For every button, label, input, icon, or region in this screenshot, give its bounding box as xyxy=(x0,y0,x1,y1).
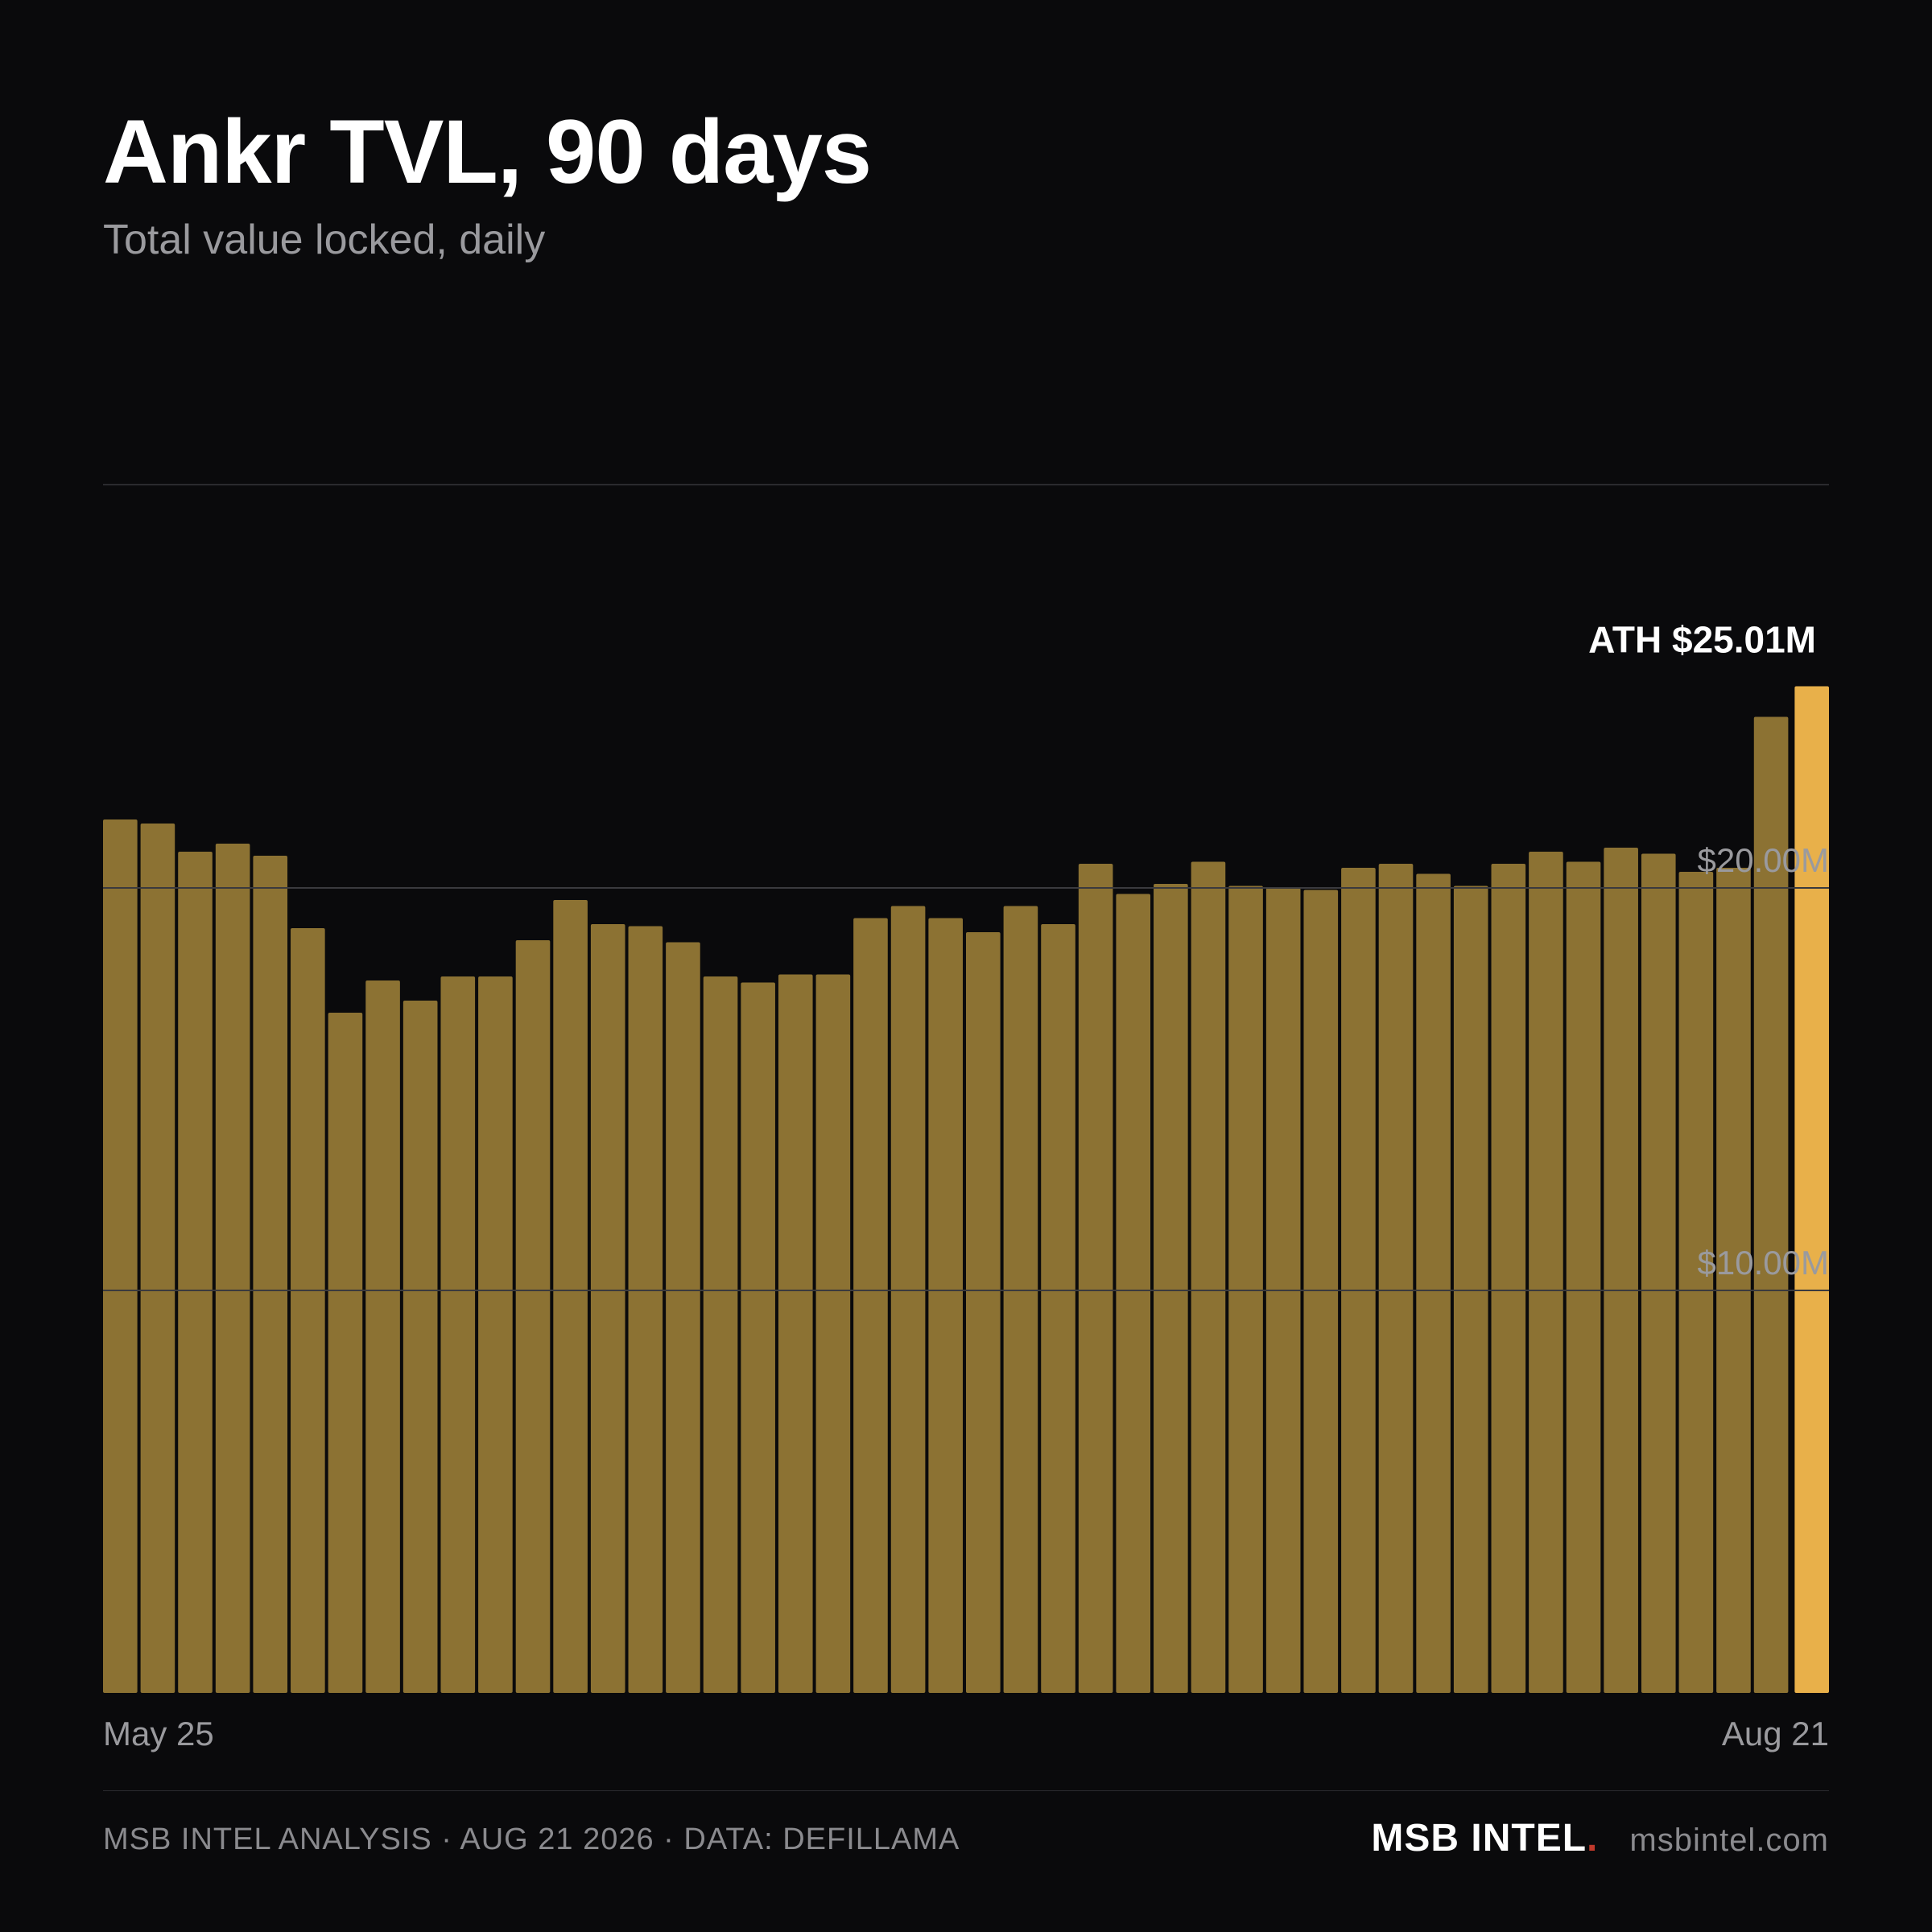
bar xyxy=(140,824,175,1693)
bar xyxy=(815,974,851,1693)
x-tick-label: May 25 xyxy=(103,1715,214,1752)
bar xyxy=(928,918,963,1693)
footer-divider xyxy=(103,1790,1829,1791)
bar xyxy=(402,1001,438,1693)
x-tick-label: Aug 21 xyxy=(1722,1715,1829,1752)
bar xyxy=(1303,890,1339,1693)
brand-dot: . xyxy=(1587,1817,1598,1860)
bar xyxy=(515,940,551,1693)
bar xyxy=(1116,894,1151,1693)
bar xyxy=(553,900,588,1693)
bar xyxy=(590,924,625,1693)
bar xyxy=(890,906,926,1693)
bar xyxy=(1604,848,1638,1693)
bar xyxy=(1678,872,1714,1693)
bar xyxy=(1378,864,1414,1693)
bar xyxy=(966,932,1001,1693)
bar xyxy=(328,1013,363,1693)
bar xyxy=(1228,886,1263,1693)
bar xyxy=(1191,861,1226,1693)
bar xyxy=(1416,873,1451,1693)
chart-subtitle: Total value locked, daily xyxy=(103,217,546,263)
brand-url[interactable]: msbintel.com xyxy=(1629,1823,1829,1858)
chart-title: Ankr TVL, 90 days xyxy=(103,101,872,202)
bar xyxy=(666,942,700,1693)
bar xyxy=(1529,852,1563,1693)
footer-brand: MSB INTEL . msbintel.com xyxy=(1371,1816,1829,1860)
y-tick-label: $20.00M xyxy=(1698,841,1829,879)
bar xyxy=(1566,861,1601,1693)
bar xyxy=(440,976,476,1693)
brand-name: MSB INTEL xyxy=(1371,1817,1587,1860)
bar xyxy=(1753,716,1789,1693)
bar xyxy=(1641,853,1676,1693)
bar xyxy=(1491,864,1526,1693)
bar xyxy=(1078,864,1113,1693)
y-tick-label: $10.00M xyxy=(1698,1244,1829,1282)
bar xyxy=(628,926,663,1693)
ath-annotation: ATH $25.01M xyxy=(1588,619,1816,661)
bar xyxy=(1716,868,1751,1693)
bar xyxy=(741,982,775,1693)
bar xyxy=(778,974,813,1693)
bar xyxy=(253,856,288,1693)
bar xyxy=(853,918,888,1693)
bar xyxy=(215,844,250,1693)
bar-highlight xyxy=(1794,686,1829,1693)
bar xyxy=(365,980,400,1693)
bar xyxy=(103,819,138,1693)
bar xyxy=(703,976,738,1693)
bar xyxy=(291,928,325,1693)
bar xyxy=(1154,884,1188,1693)
bar xyxy=(1453,886,1488,1693)
bar xyxy=(178,852,213,1693)
bar xyxy=(1041,924,1075,1693)
bar xyxy=(478,976,513,1693)
bar xyxy=(1341,868,1376,1693)
bar xyxy=(1003,906,1038,1693)
footer-source: MSB INTEL ANALYSIS · AUG 21 2026 · DATA:… xyxy=(103,1823,960,1856)
